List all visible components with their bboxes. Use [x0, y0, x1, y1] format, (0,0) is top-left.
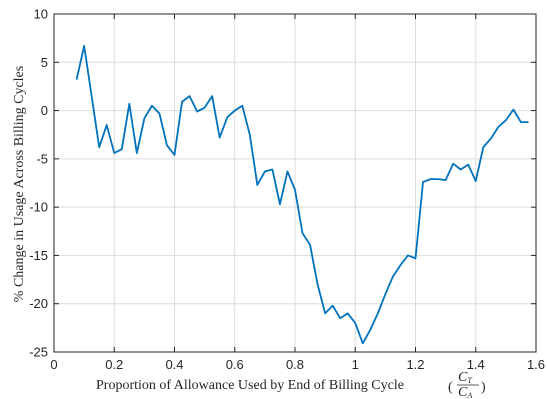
x-tick-label: 0	[50, 357, 57, 372]
y-tick-label: -15	[29, 248, 48, 263]
y-tick-label: 5	[41, 55, 48, 70]
plot-area-frame	[53, 13, 537, 353]
fraction-numerator: CT	[458, 370, 472, 385]
y-tick-label: 10	[34, 7, 48, 22]
x-tick-label: 0.4	[165, 357, 183, 372]
y-tick-label: -25	[29, 345, 48, 360]
x-tick-label: 0.2	[105, 357, 123, 372]
y-ticks: -25 -20 -15 -10 -5 0 5 10	[29, 7, 536, 360]
x-axis-label: Proportion of Allowance Used by End of B…	[96, 378, 404, 393]
grid	[53, 13, 537, 353]
fraction-denominator: CA	[458, 385, 472, 399]
x-axis-label-fraction: ( CT CA )	[448, 370, 486, 399]
x-tick-label: 0.8	[286, 357, 304, 372]
fraction-open-paren: (	[448, 380, 453, 395]
x-tick-label: 1.2	[406, 357, 424, 372]
x-tick-label: 1.6	[527, 357, 545, 372]
y-tick-label: -10	[29, 200, 48, 215]
x-ticks: 0 0.2 0.4 0.6 0.8 1 1.2 1.4 1.6	[50, 14, 545, 372]
y-axis-label: % Change in Usage Across Billing Cycles	[12, 66, 27, 302]
y-tick-label: -20	[29, 296, 48, 311]
x-tick-label: 1	[352, 357, 359, 372]
y-tick-label: 0	[41, 103, 48, 118]
x-tick-label: 1.4	[467, 357, 485, 372]
data-series-line	[75, 44, 529, 345]
x-tick-label: 0.6	[226, 357, 244, 372]
fraction-close-paren: )	[481, 380, 486, 395]
x-axis-label-group: Proportion of Allowance Used by End of B…	[96, 370, 486, 399]
y-tick-label: -5	[36, 151, 48, 166]
